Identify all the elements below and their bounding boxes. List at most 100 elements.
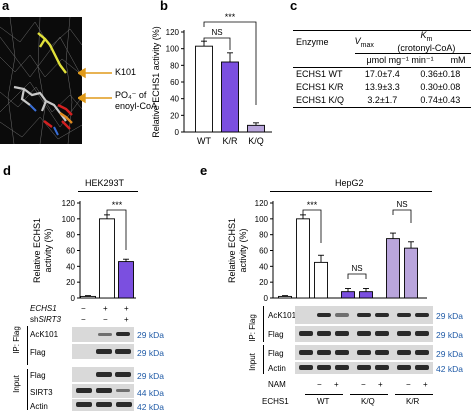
- d-shsirt3-mark: −: [103, 315, 108, 324]
- y-tick-label: 20: [259, 278, 268, 287]
- e-ip-bracket: [263, 306, 264, 342]
- table-row: ECHS1 K/Q 3.2±1.7 0.74±0.43: [296, 95, 461, 106]
- d-shsirt3-mark: −: [81, 315, 86, 324]
- chart-e: 0 20 40 60 80 100 120 Relative ECHS1 activity (%…: [227, 199, 427, 303]
- d-echs1-mark: −: [81, 304, 86, 313]
- gel-band: [299, 331, 313, 336]
- x-tick-label: K/Q: [248, 136, 264, 146]
- e-echs1-group-kq: K/Q: [361, 397, 375, 406]
- unit-km: mM: [450, 55, 466, 66]
- e-kda-label: 29 kDa: [436, 330, 463, 340]
- y-tick-label: 20: [66, 278, 75, 287]
- sig-bracket: [302, 209, 322, 243]
- gel-band: [299, 365, 313, 370]
- ns-bracket: [392, 209, 412, 223]
- d-echs1-label: ECHS1: [30, 304, 57, 313]
- sig-label: ***: [225, 12, 236, 22]
- k101-label: K101: [115, 67, 137, 77]
- bar: [221, 61, 239, 133]
- po4-label-line1: PO₄⁻ of: [115, 90, 147, 100]
- gel-band: [299, 350, 313, 355]
- bar: [296, 218, 310, 299]
- bar: [99, 218, 115, 299]
- gel-band: [375, 350, 389, 355]
- y-tick-label: 40: [259, 262, 268, 271]
- gel-band: [415, 350, 429, 355]
- ns-bracket: [347, 273, 367, 279]
- d-blot-ack101: [72, 327, 134, 342]
- gel-band: [415, 365, 429, 370]
- panel-a-arrows: [78, 67, 112, 104]
- gel-band: [357, 331, 371, 336]
- gel-band: [375, 365, 389, 370]
- e-echs1-group-line: [395, 394, 433, 395]
- y-axis-label-line1: Relative ECHS1: [32, 218, 42, 283]
- y-tick-label: 100: [255, 215, 269, 224]
- e-blot-actin: [295, 362, 433, 374]
- e-nam-mark: −: [361, 380, 366, 389]
- y-axis-label: Relative ECHS1 activity (%): [151, 26, 161, 138]
- ns-label: NS: [396, 200, 407, 209]
- y-axis-label-line1: Relative ECHS1: [227, 218, 237, 283]
- po4-label-line2: enoyl-CoA: [115, 101, 158, 111]
- e-blot-flag-input: [295, 345, 433, 360]
- e-blot-label: Actin: [268, 364, 286, 373]
- y-tick-label: 80: [66, 231, 75, 240]
- gel-band: [397, 331, 411, 336]
- y-tick-label: 60: [259, 247, 268, 256]
- y-tick-label: 100: [166, 45, 180, 54]
- d-blot-label: Actin: [30, 402, 48, 411]
- e-nam-mark: −: [406, 380, 411, 389]
- gel-band: [317, 365, 331, 370]
- d-input-bracket: [27, 369, 28, 410]
- table-row: ECHS1 WT 17.0±7.4 0.36±0.18: [296, 69, 461, 80]
- d-kda-label: 44 kDa: [137, 388, 164, 398]
- e-kda-label: 42 kDa: [436, 364, 463, 374]
- panel-d-cell-line: HEK293T: [85, 178, 125, 188]
- ns-bracket: [203, 37, 231, 50]
- gel-band: [335, 350, 349, 355]
- gel-band: [357, 365, 371, 370]
- y-tick-label: 40: [170, 95, 179, 104]
- y-tick-label: 0: [264, 294, 269, 303]
- chart-d: 0 20 40 60 80 100 120 Relative ECHS1 activity (%…: [32, 199, 136, 303]
- e-kda-label: 29 kDa: [436, 349, 463, 359]
- sig-bracket: [106, 209, 127, 250]
- d-blot-label: SIRT3: [30, 388, 53, 397]
- e-echs1-label: ECHS1: [262, 397, 289, 406]
- gel-band: [415, 313, 429, 317]
- e-blot-label: Flag: [268, 330, 284, 339]
- d-ip-group-label: IP: Flag: [12, 326, 21, 354]
- d-shsirt3-mark: +: [124, 315, 129, 324]
- gel-band: [397, 313, 411, 317]
- d-echs1-mark: +: [124, 304, 129, 313]
- protein-structure-render: [0, 17, 82, 144]
- e-nam-label: NAM: [268, 380, 286, 389]
- y-tick-label: 100: [62, 215, 76, 224]
- d-kda-label: 29 kDa: [137, 330, 164, 340]
- panel-a-letter: a: [2, 0, 10, 13]
- bar: [278, 295, 292, 299]
- d-kda-label: 29 kDa: [137, 371, 164, 381]
- sig-label: ***: [112, 200, 123, 210]
- y-axis-label-line2: activity (%): [43, 228, 53, 272]
- d-shsirt3-label: shSIRT3: [30, 315, 61, 324]
- gel-band: [415, 331, 429, 336]
- chart-b: 0 20 40 60 80 100 120 WT K/R K/Q Relative ECHS1 ac…: [151, 12, 272, 146]
- gel-band: [335, 331, 349, 336]
- d-blot-label: Flag: [30, 371, 46, 380]
- y-tick-label: 120: [166, 28, 180, 37]
- gel-band: [335, 365, 349, 370]
- x-tick-label: WT: [197, 136, 211, 146]
- bar: [195, 45, 213, 133]
- d-ip-bracket: [27, 326, 28, 365]
- y-tick-label: 120: [255, 199, 269, 208]
- gel-band: [335, 313, 349, 317]
- ns-label: NS: [351, 264, 362, 273]
- d-blot-sirt3: [72, 384, 134, 398]
- gel-band: [317, 331, 331, 336]
- header-enzyme: Enzyme: [296, 36, 329, 47]
- gel-band: [317, 313, 331, 317]
- header-vmax: Vmax: [354, 35, 374, 49]
- d-blot-flag-ip: [72, 344, 134, 359]
